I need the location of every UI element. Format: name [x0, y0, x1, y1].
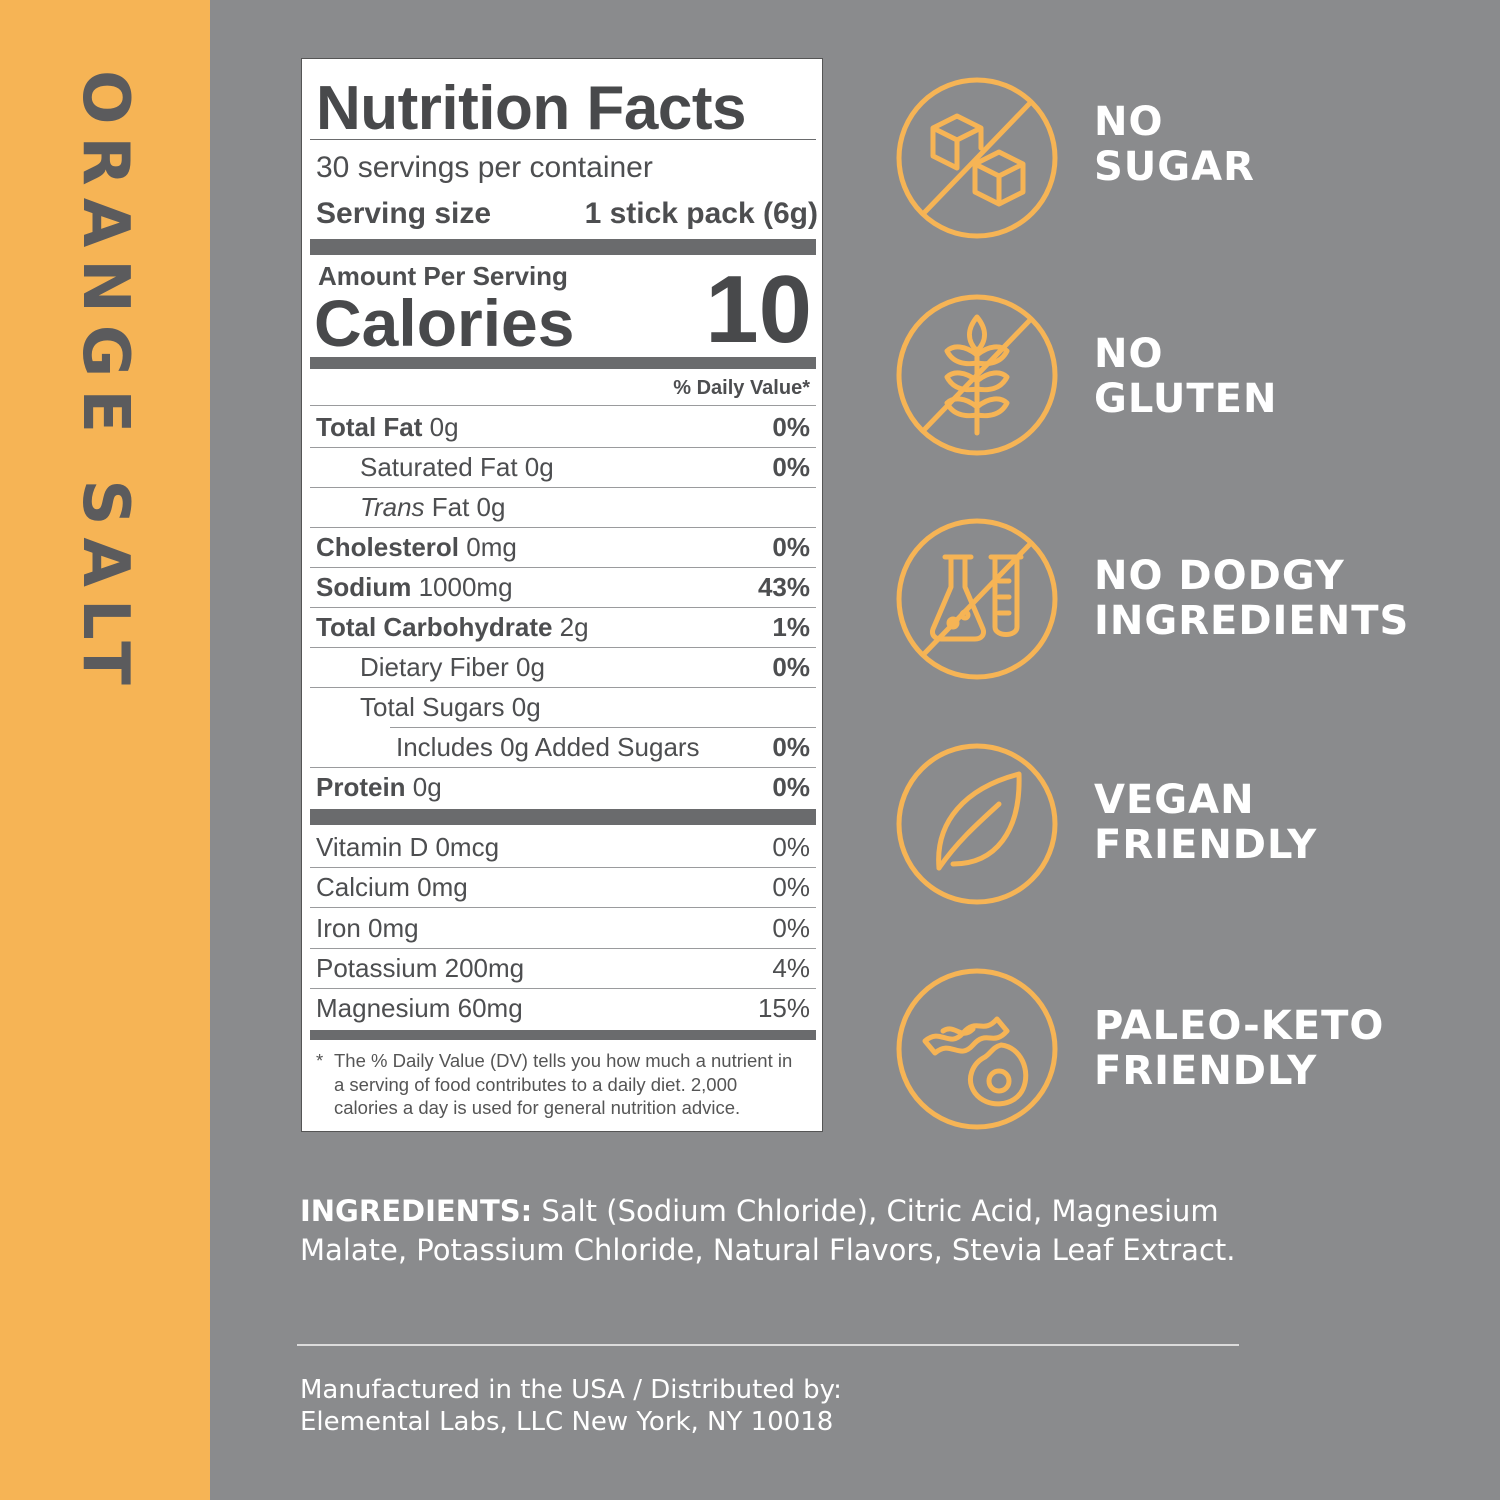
thick-divider	[310, 809, 816, 825]
nutrition-title: Nutrition Facts	[316, 74, 746, 143]
side-band	[0, 0, 210, 1500]
amount-per-serving: Amount Per Serving	[318, 261, 568, 291]
divider	[310, 607, 816, 608]
vitamin-row: Magnesium 60mg 15%	[316, 993, 810, 1023]
divider	[310, 567, 816, 568]
calories-label: Calories	[314, 286, 575, 360]
nutrient-row: Trans Fat 0g	[360, 492, 506, 522]
nutrient-row: Saturated Fat 0g 0%	[360, 452, 810, 482]
nutrient-row: Dietary Fiber 0g 0%	[360, 652, 810, 682]
servings-per-container: 30 servings per container	[316, 151, 653, 184]
claim-no-sugar: NO SUGAR	[1094, 99, 1255, 190]
vitamin-row: Potassium 200mg 4%	[316, 953, 810, 983]
divider	[310, 139, 816, 140]
claim-no-gluten: NO GLUTEN	[1094, 331, 1278, 422]
claim-paleo-keto-friendly: PALEO-KETO FRIENDLY	[1094, 1003, 1385, 1094]
divider	[390, 727, 816, 728]
sugar-cubes-icon	[896, 77, 1058, 239]
product-name: ORANGE SALT	[68, 70, 142, 697]
claim-no-dodgy-ingredients: NO DODGY INGREDIENTS	[1094, 553, 1410, 644]
vitamin-row: Calcium 0mg 0%	[316, 872, 810, 902]
nutrient-row: Protein 0g 0%	[316, 772, 810, 802]
nutrient-row: Total Sugars 0g	[360, 692, 541, 722]
divider	[310, 527, 816, 528]
nutrient-row: Total Fat 0g 0%	[316, 412, 810, 442]
daily-value-header: % Daily Value*	[673, 377, 810, 399]
nutrient-row: Sodium 1000mg 43%	[316, 572, 810, 602]
thick-divider	[310, 239, 816, 255]
divider	[310, 907, 816, 908]
divider	[310, 647, 816, 648]
nutrient-row: Includes 0g Added Sugars 0%	[396, 732, 810, 762]
divider	[310, 988, 816, 989]
nutrient-row: Cholesterol 0mg 0%	[316, 532, 810, 562]
serving-size: Serving size 1 stick pack (6g)	[316, 197, 818, 230]
divider	[297, 1344, 1239, 1346]
nutrition-facts-label: Nutrition Facts 30 servings per containe…	[301, 58, 823, 1132]
divider	[310, 487, 816, 488]
bacon-avocado-icon	[896, 968, 1058, 1130]
vitamin-row: Iron 0mg 0%	[316, 913, 810, 943]
footnote: * The % Daily Value (DV) tells you how m…	[316, 1050, 793, 1118]
divider	[310, 867, 816, 868]
ingredients: INGREDIENTS: Salt (Sodium Chloride), Cit…	[300, 1194, 1236, 1267]
thick-divider	[310, 357, 816, 369]
divider	[310, 405, 816, 406]
calories-value: 10	[705, 256, 812, 363]
wheat-icon	[896, 294, 1058, 456]
vitamin-row: Vitamin D 0mcg 0%	[316, 832, 810, 862]
thick-divider	[310, 1030, 816, 1040]
nutrient-row: Total Carbohydrate 2g 1%	[316, 612, 810, 642]
manufacturer-info: Manufactured in the USA / Distributed by…	[300, 1375, 842, 1437]
lab-flask-icon	[896, 518, 1058, 680]
divider	[310, 447, 816, 448]
divider	[310, 687, 816, 688]
divider	[310, 948, 816, 949]
divider	[310, 767, 816, 768]
claim-vegan-friendly: VEGAN FRIENDLY	[1094, 777, 1318, 868]
leaf-icon	[896, 743, 1058, 905]
